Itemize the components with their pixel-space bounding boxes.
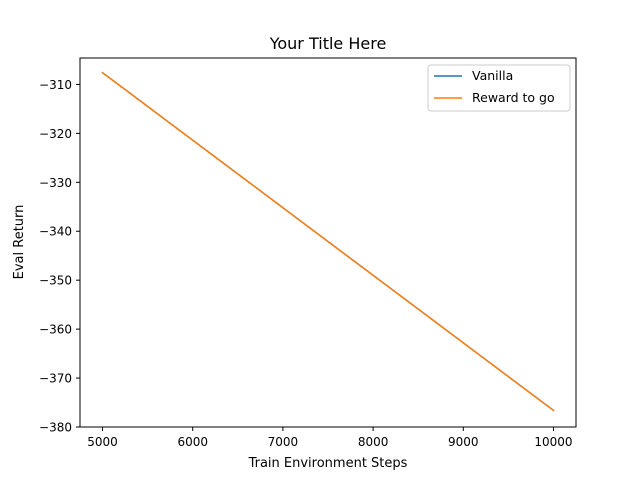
y-tick-label: −320 [39, 127, 72, 141]
x-tick-label: 7000 [268, 435, 299, 449]
x-tick-label: 9000 [448, 435, 479, 449]
y-tick-label: −330 [39, 176, 72, 190]
chart-title: Your Title Here [269, 34, 387, 53]
x-tick-label: 5000 [87, 435, 118, 449]
legend-box [427, 64, 571, 112]
y-tick-label: −340 [39, 225, 72, 239]
x-axis: 5000 6000 7000 8000 9000 10000 [87, 427, 573, 449]
x-tick-label: 8000 [358, 435, 389, 449]
y-tick-label: −380 [39, 421, 72, 435]
x-tick-label: 10000 [534, 435, 572, 449]
legend-label-reward-to-go: Reward to go [472, 90, 555, 105]
legend-label-vanilla: Vanilla [472, 68, 513, 83]
series-line-reward-to-go [101, 71, 555, 412]
y-axis: −310 −320 −330 −340 −350 −360 −370 −380 [39, 78, 80, 435]
plot-frame [79, 57, 577, 428]
legend: Vanilla Reward to go [427, 64, 571, 112]
y-tick-label: −360 [39, 323, 72, 337]
y-tick-label: −370 [39, 372, 72, 386]
y-axis-label: Eval Return [12, 205, 27, 280]
y-tick-label: −310 [39, 78, 72, 92]
x-tick-label: 6000 [177, 435, 208, 449]
series-layer [101, 71, 555, 412]
x-axis-label: Train Environment Steps [248, 456, 408, 471]
y-tick-label: −350 [39, 274, 72, 288]
